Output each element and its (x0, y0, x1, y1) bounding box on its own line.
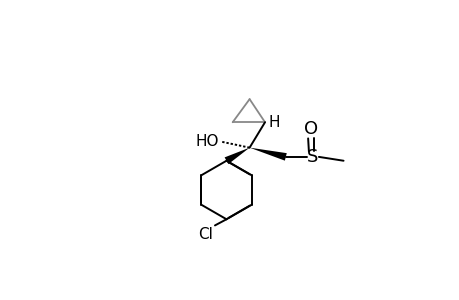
Text: S: S (307, 148, 318, 166)
Text: O: O (303, 120, 318, 138)
Text: H: H (268, 115, 279, 130)
Text: Cl: Cl (197, 227, 212, 242)
Polygon shape (249, 148, 286, 160)
Polygon shape (224, 148, 249, 164)
Text: HO: HO (195, 134, 218, 149)
